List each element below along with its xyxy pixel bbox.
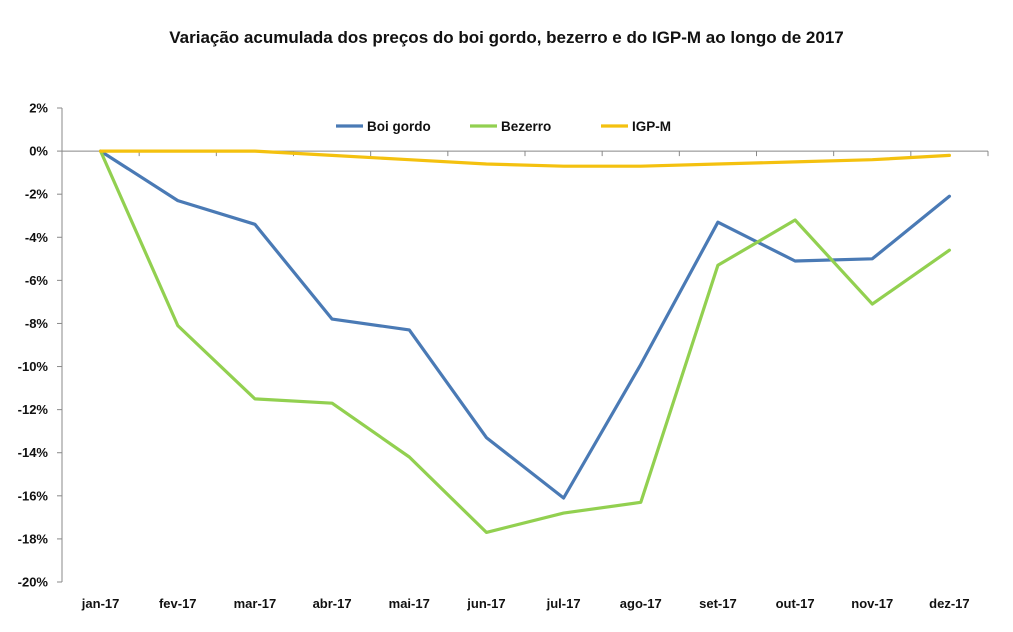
x-tick-label: jun-17 [466, 596, 505, 611]
y-tick-label: 0% [29, 144, 48, 159]
x-tick-label: ago-17 [620, 596, 662, 611]
y-tick-label: -20% [18, 575, 49, 590]
x-tick-label: mar-17 [234, 596, 277, 611]
x-tick-label: dez-17 [929, 596, 969, 611]
chart-title: Variação acumulada dos preços do boi gor… [169, 28, 844, 47]
x-tick-label: abr-17 [313, 596, 352, 611]
axes [61, 108, 988, 582]
legend-label-bezerro: Bezerro [501, 119, 551, 134]
legend-label-igp-m: IGP-M [632, 119, 671, 134]
y-tick-label: -14% [18, 445, 49, 460]
x-tick-label: set-17 [699, 596, 737, 611]
y-tick-label: -2% [25, 187, 49, 202]
legend-label-boi-gordo: Boi gordo [367, 119, 431, 134]
x-tick-label: fev-17 [159, 596, 197, 611]
y-axis-ticks: 2% 0% -2% -4% -6% -8% -10% -12% -14% -16% -18% -20% [18, 101, 62, 590]
legend: Boi gordo Bezerro IGP-M [336, 119, 671, 134]
x-tick-label: out-17 [776, 596, 815, 611]
y-tick-label: -10% [18, 359, 49, 374]
series-line-boi-gordo [98, 149, 952, 500]
series-lines [98, 149, 952, 535]
y-tick-label: -18% [18, 531, 49, 546]
y-tick-label: 2% [29, 101, 48, 116]
y-tick-label: -4% [25, 230, 49, 245]
y-tick-label: -12% [18, 402, 49, 417]
x-tick-label: nov-17 [851, 596, 893, 611]
y-tick-label: -16% [18, 488, 49, 503]
series-line-bezerro [98, 149, 952, 535]
y-tick-label: -6% [25, 273, 49, 288]
x-axis-ticks: jan-17 fev-17 mar-17 abr-17 mai-17 jun-17 jul-… [61, 151, 989, 611]
x-tick-label: mai-17 [389, 596, 430, 611]
x-tick-label: jan-17 [81, 596, 120, 611]
series-line-igp-m [98, 149, 952, 168]
y-tick-label: -8% [25, 316, 49, 331]
x-tick-label: jul-17 [546, 596, 581, 611]
